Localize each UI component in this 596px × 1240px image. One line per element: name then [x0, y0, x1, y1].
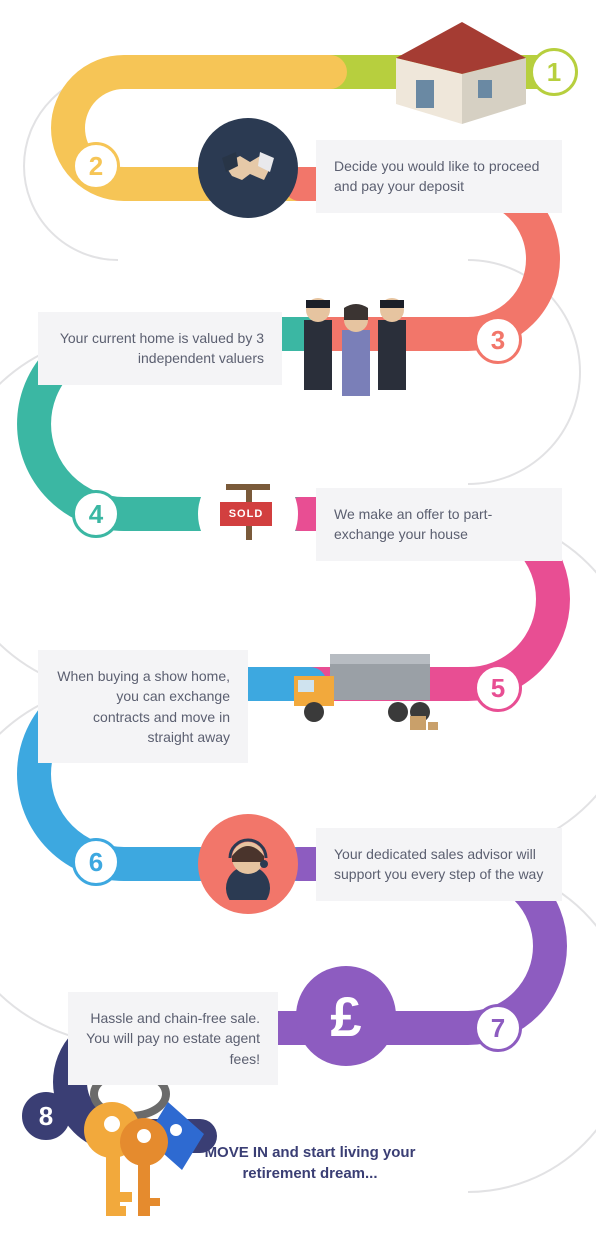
step-text-6: Your dedicated sales advisor will suppor…: [316, 828, 562, 901]
house-icon: [366, 4, 536, 134]
step-3-icon-circle: [296, 290, 416, 410]
valuers-icon: [286, 270, 426, 430]
step-number-3: 3: [474, 316, 522, 364]
infographic-stage: SOLD £: [0, 0, 596, 1240]
step-number-1: 1: [530, 48, 578, 96]
step-text-4: We make an offer to part-exchange your h…: [316, 488, 562, 561]
step-text-7: Hassle and chain-free sale. You will pay…: [68, 992, 278, 1085]
step-1-icon: [366, 4, 536, 139]
step-4-icon-circle: SOLD: [198, 464, 298, 564]
step-number-8: 8: [22, 1092, 70, 1140]
step-7-icon-circle: £: [296, 966, 396, 1066]
step-number-2: 2: [72, 142, 120, 190]
truck-icon: [280, 636, 440, 746]
sold-icon: SOLD: [218, 484, 278, 544]
step-text-5: When buying a show home, you can exchang…: [38, 650, 248, 763]
step-text-2: Decide you would like to proceed and pay…: [316, 140, 562, 213]
advisor-icon: [212, 828, 284, 900]
final-text: MOVE IN and start living your retirement…: [190, 1142, 430, 1184]
step-number-6: 6: [72, 838, 120, 886]
step-text-3: Your current home is valued by 3 indepen…: [38, 312, 282, 385]
step-2-icon-circle: [198, 118, 298, 218]
step-5-icon: [280, 636, 440, 751]
step-number-7: 7: [474, 1004, 522, 1052]
step-number-5: 5: [474, 664, 522, 712]
step-number-4: 4: [72, 490, 120, 538]
step-6-icon-circle: [198, 814, 298, 914]
pound-icon: £: [330, 984, 361, 1049]
handshake-icon: [216, 136, 280, 200]
